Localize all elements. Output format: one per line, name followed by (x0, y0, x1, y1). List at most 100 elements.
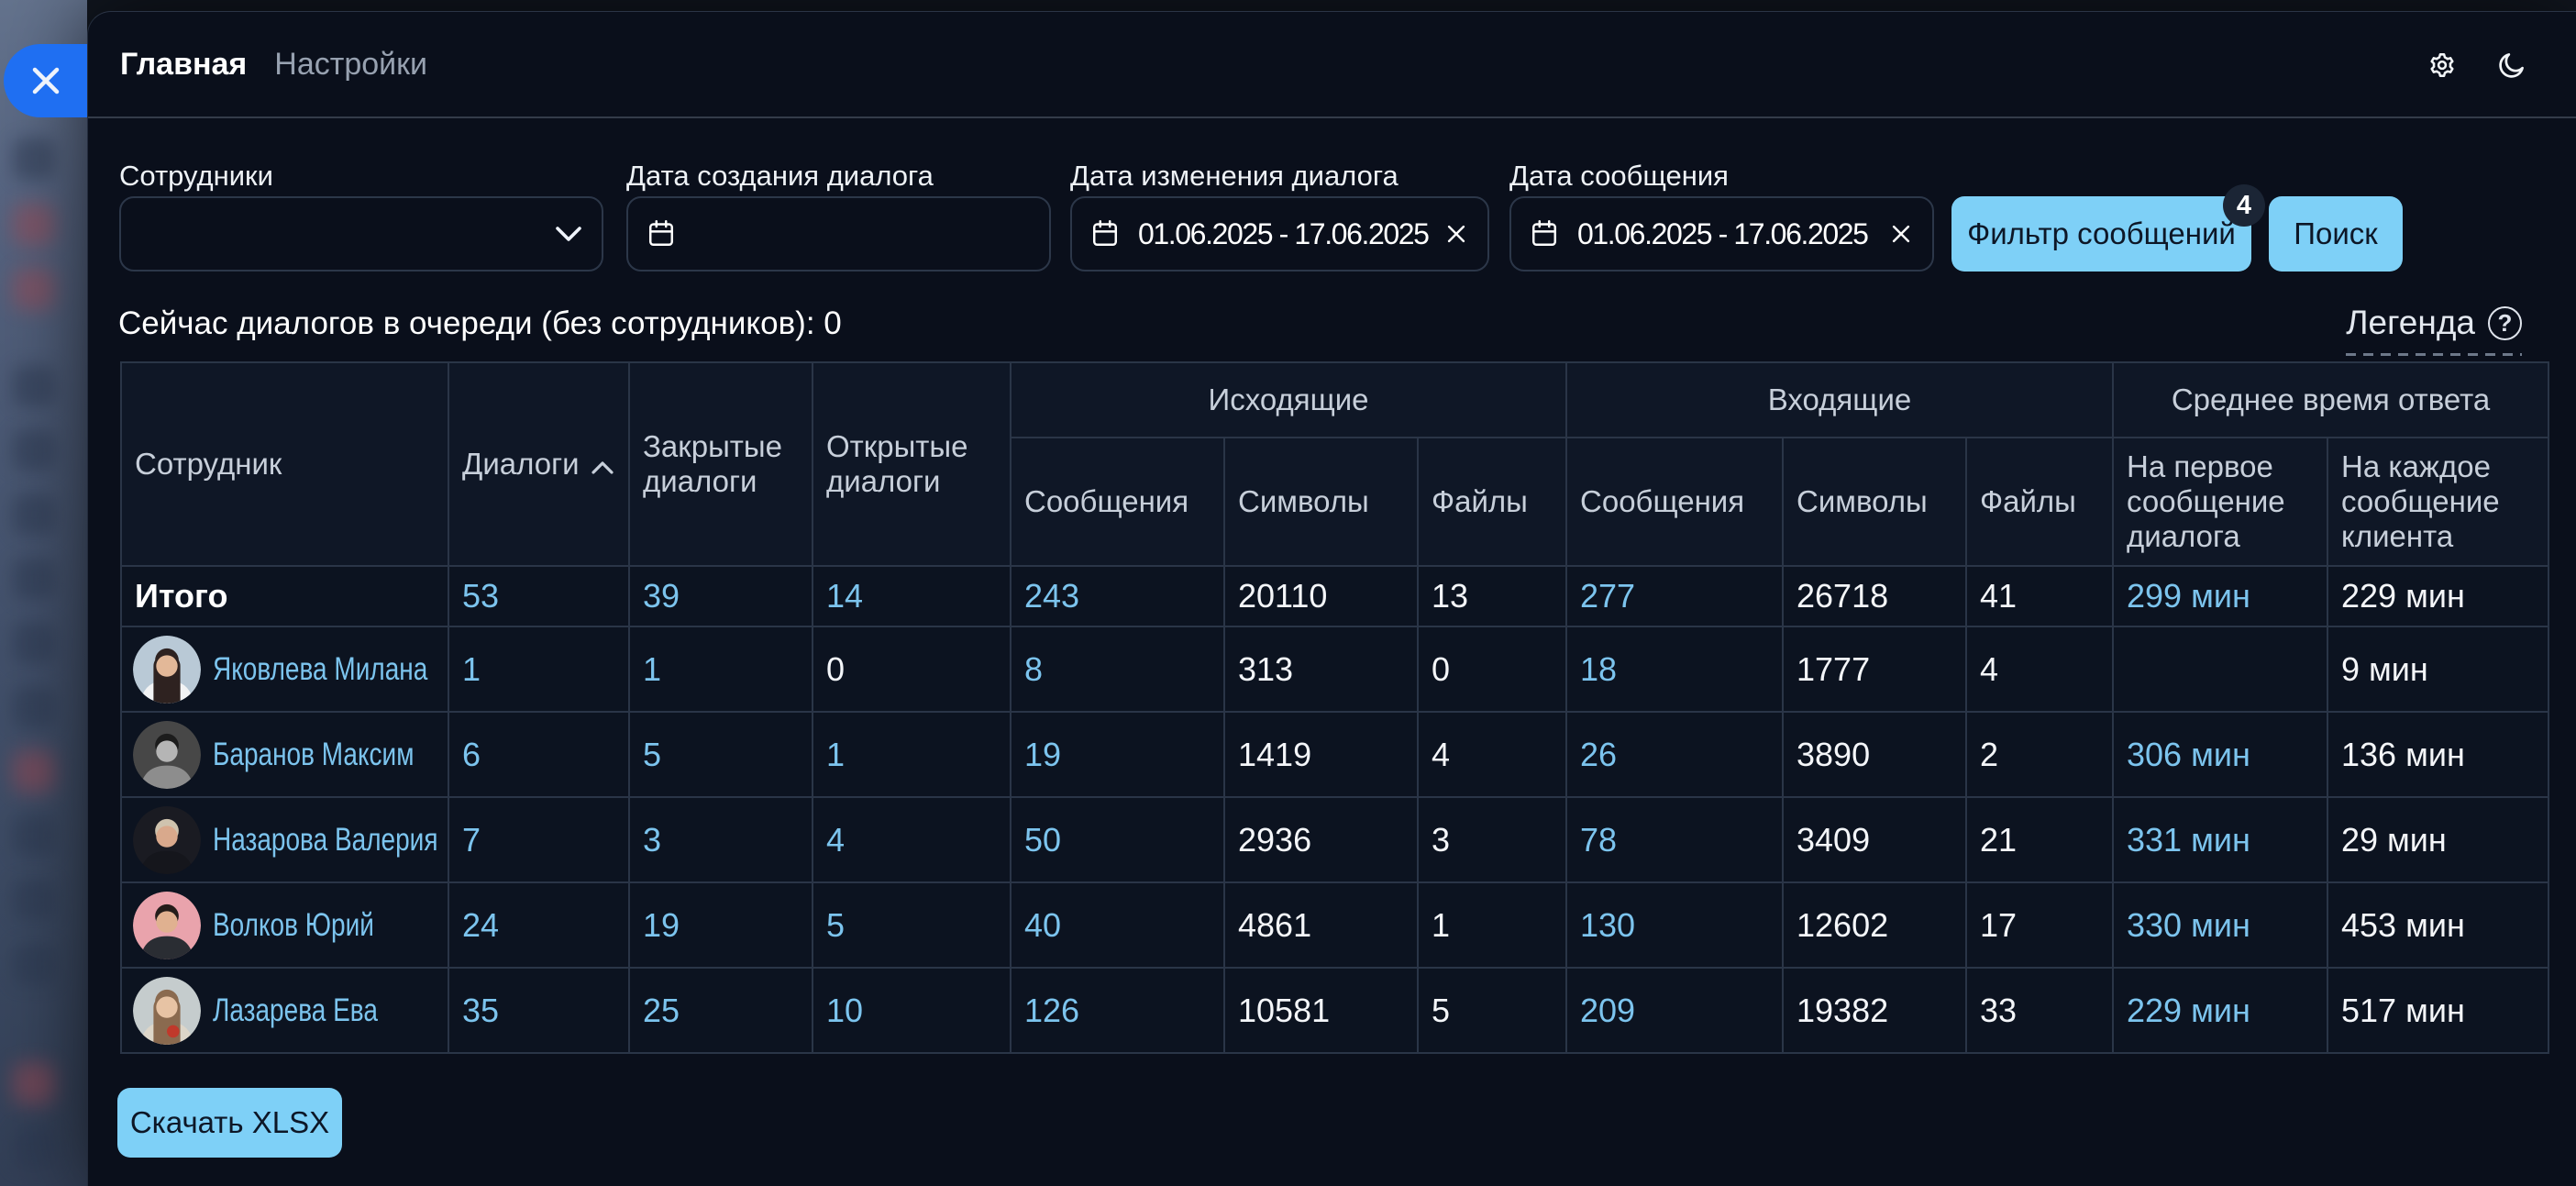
employee-cell[interactable]: 24 (462, 905, 500, 944)
employee-cell: 3409 (1797, 820, 1871, 859)
table-cell: 1419 (1223, 711, 1419, 798)
table-cell: 1777 (1782, 626, 1968, 713)
employee-cell[interactable]: 18 (1580, 649, 1618, 688)
employee-cell[interactable]: 209 (1580, 991, 1636, 1029)
date-message-input[interactable]: 01.06.2025 - 17.06.2025 (1509, 196, 1934, 272)
employee-cell[interactable]: 50 (1024, 820, 1062, 859)
employee-cell: 453 мин (2341, 905, 2465, 944)
employee-cell: 21 (1980, 820, 2018, 859)
date-created-input[interactable] (626, 196, 1051, 272)
employee-name[interactable]: Баранов Максим (213, 736, 415, 772)
table-cell: 35 (448, 967, 630, 1054)
employee-cell[interactable]: 330 мин (2127, 905, 2250, 944)
employee-cell[interactable]: 5 (826, 905, 846, 944)
employee-cell: 0 (1432, 649, 1451, 688)
filter-messages-button[interactable]: Фильтр сообщений 4 (1951, 184, 2265, 272)
col-header-dialogs-label: Диалоги (462, 447, 580, 481)
nav-icons (2426, 12, 2528, 118)
date-modified-input[interactable]: 01.06.2025 - 17.06.2025 (1070, 196, 1489, 272)
calendar-icon (1090, 218, 1120, 249)
employee-cell[interactable]: 1 (462, 649, 481, 688)
table-cell: 18 (1565, 626, 1785, 713)
total-cell: 26718 (1797, 577, 1889, 615)
table-cell: 10581 (1223, 967, 1419, 1054)
date-modified-clear-button[interactable] (1443, 221, 1469, 247)
theme-toggle-button[interactable] (2495, 49, 2528, 82)
statistics-table: Сотрудник Диалоги Закрытые диалоги Откры… (120, 361, 2550, 1054)
employee-cell: 10581 (1238, 991, 1331, 1029)
table-cell: 19 (1010, 711, 1225, 798)
total-cell[interactable]: 299 мин (2127, 577, 2250, 615)
settings-button[interactable] (2426, 49, 2459, 82)
employee-cell[interactable]: 306 мин (2127, 735, 2250, 773)
search-button[interactable]: Поиск (2269, 196, 2403, 272)
table-body: Итого 53 39 14 243 20110 13 277 26718 41 299 мин 2… (120, 565, 2550, 1054)
employee-cell[interactable]: 25 (643, 991, 680, 1029)
tab-settings[interactable]: Настройки (274, 46, 427, 82)
col-group-avg-reply: Среднее время ответа (2112, 361, 2550, 438)
employee-cell[interactable]: 26 (1580, 735, 1618, 773)
employee-cell[interactable]: 19 (643, 905, 680, 944)
panel-close-button[interactable] (4, 44, 87, 117)
table-cell: 1 (628, 626, 813, 713)
col-header-incoming-messages: Сообщения (1565, 437, 1785, 567)
legend-toggle[interactable]: Легенда ? (2346, 304, 2522, 356)
employee-name[interactable]: Лазарева Ева (213, 992, 378, 1028)
employee-name[interactable]: Яковлева Милана (213, 650, 428, 687)
employee-name[interactable]: Назарова Валерия (213, 821, 438, 858)
employee-cell[interactable]: 35 (462, 991, 500, 1029)
employee-cell[interactable]: 6 (462, 735, 481, 773)
table-cell: 13 (1416, 565, 1568, 627)
employee-cell[interactable]: 1 (643, 649, 662, 688)
employee-cell[interactable]: 78 (1580, 820, 1618, 859)
total-cell: 41 (1980, 577, 2018, 615)
employees-field: Сотрудники (119, 161, 603, 272)
employee-cell[interactable]: 3 (643, 820, 662, 859)
date-message-clear-button[interactable] (1888, 221, 1914, 247)
tab-main[interactable]: Главная (120, 46, 248, 82)
employees-select[interactable] (119, 196, 603, 272)
table-cell: 209 (1565, 967, 1785, 1054)
employee-cell[interactable]: 229 мин (2127, 991, 2250, 1029)
employee-cell[interactable]: 10 (826, 991, 864, 1029)
employee-cell: 3890 (1797, 735, 1871, 773)
employee-cell[interactable]: 19 (1024, 735, 1062, 773)
table-cell: 24 (448, 881, 630, 969)
employee-name[interactable]: Волков Юрий (213, 906, 374, 943)
download-xlsx-button[interactable]: Скачать XLSX (117, 1088, 342, 1158)
employee-cell[interactable]: 5 (643, 735, 662, 773)
background-blob (13, 943, 55, 985)
employee-avatar (133, 891, 201, 959)
employee-cell[interactable]: 8 (1024, 649, 1044, 688)
total-cell[interactable]: 14 (826, 577, 864, 615)
filter-messages-label: Фильтр сообщений (1967, 216, 2236, 250)
employee-cell: 1777 (1797, 649, 1871, 688)
calendar-icon (647, 218, 676, 249)
employee-cell[interactable]: 1 (826, 735, 846, 773)
employee-cell: 0 (826, 649, 846, 688)
total-cell[interactable]: 39 (643, 577, 680, 615)
background-blob (13, 815, 55, 857)
date-message-value: 01.06.2025 - 17.06.2025 (1577, 216, 1869, 250)
employee-cell[interactable]: 4 (826, 820, 846, 859)
employee-cell[interactable]: 331 мин (2127, 820, 2250, 859)
table-cell: 4 (1965, 626, 2115, 713)
employee-cell[interactable]: 130 (1580, 905, 1636, 944)
employee-cell[interactable]: 7 (462, 820, 481, 859)
clear-icon (1443, 221, 1469, 247)
date-message-label: Дата сообщения (1509, 160, 1729, 192)
table-cell: 517 мин (2327, 967, 2550, 1054)
table-cell: 26 (1565, 711, 1785, 798)
employee-cell[interactable]: 126 (1024, 991, 1080, 1029)
table-cell: 2 (1965, 711, 2115, 798)
total-cell[interactable]: 243 (1024, 577, 1080, 615)
employee-cell[interactable]: 40 (1024, 905, 1062, 944)
employee-avatar (133, 976, 201, 1045)
background-blob (13, 686, 55, 728)
total-cell[interactable]: 53 (462, 577, 500, 615)
col-header-dialogs[interactable]: Диалоги (448, 361, 630, 567)
table-cell: 6 (448, 711, 630, 798)
table-cell: 5 (628, 711, 813, 798)
table-cell: 229 мин (2112, 967, 2329, 1054)
total-cell[interactable]: 277 (1580, 577, 1636, 615)
